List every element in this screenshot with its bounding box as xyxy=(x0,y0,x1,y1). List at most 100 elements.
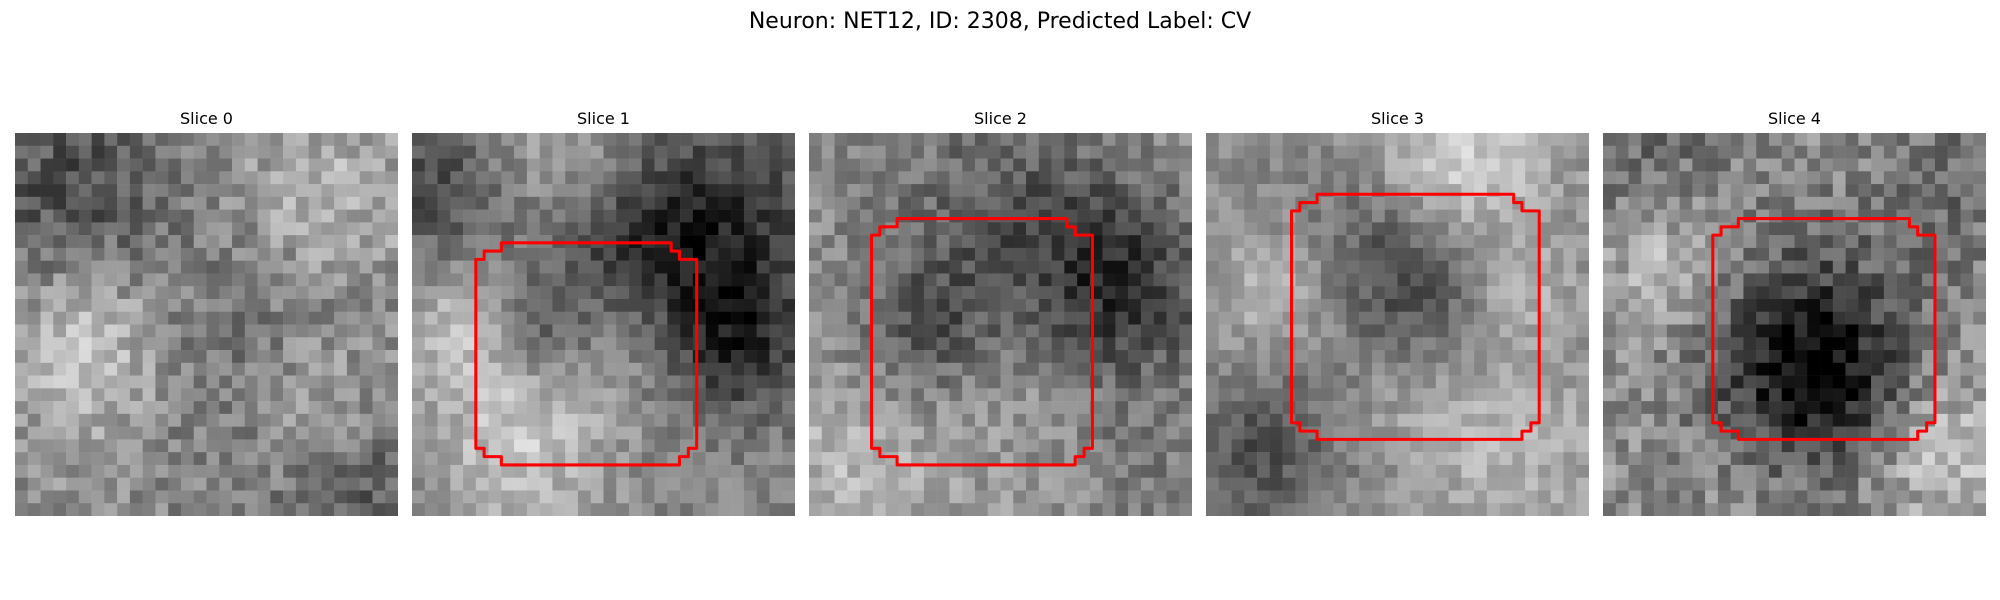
image-pixel xyxy=(1896,477,1910,491)
image-pixel xyxy=(1641,413,1655,427)
image-pixel xyxy=(1244,209,1258,223)
image-pixel xyxy=(321,375,335,389)
image-pixel xyxy=(1922,337,1936,351)
image-pixel xyxy=(1461,452,1475,466)
image-pixel xyxy=(514,464,528,478)
image-pixel xyxy=(463,171,477,185)
image-pixel xyxy=(718,286,732,300)
image-pixel xyxy=(40,477,54,491)
image-pixel xyxy=(860,209,874,223)
image-pixel xyxy=(1525,184,1539,198)
image-pixel xyxy=(1461,337,1475,351)
image-pixel xyxy=(1102,490,1116,504)
image-pixel xyxy=(1756,286,1770,300)
image-pixel xyxy=(1947,184,1961,198)
image-pixel xyxy=(1166,452,1180,466)
image-pixel xyxy=(372,426,386,440)
image-pixel xyxy=(501,337,515,351)
image-pixel xyxy=(129,324,143,338)
image-pixel xyxy=(15,145,29,159)
image-pixel xyxy=(463,439,477,453)
image-pixel xyxy=(142,273,156,287)
image-pixel xyxy=(782,503,795,516)
image-pixel xyxy=(1244,247,1258,261)
image-pixel xyxy=(1794,439,1808,453)
image-pixel xyxy=(1423,503,1437,516)
image-pixel xyxy=(629,273,643,287)
image-pixel xyxy=(911,490,925,504)
image-pixel xyxy=(847,350,861,364)
image-pixel xyxy=(872,324,886,338)
image-pixel xyxy=(270,171,284,185)
image-pixel xyxy=(1679,337,1693,351)
image-pixel xyxy=(1628,401,1642,415)
image-pixel xyxy=(692,196,706,210)
image-pixel xyxy=(1512,298,1526,312)
image-pixel xyxy=(756,464,770,478)
image-pixel xyxy=(257,247,271,261)
image-pixel xyxy=(463,145,477,159)
image-pixel xyxy=(1346,490,1360,504)
image-pixel xyxy=(66,247,80,261)
image-pixel xyxy=(1295,464,1309,478)
image-pixel xyxy=(1435,298,1449,312)
image-pixel xyxy=(1077,260,1091,274)
image-pixel xyxy=(1679,426,1693,440)
image-pixel xyxy=(1883,439,1897,453)
image-pixel xyxy=(168,401,182,415)
image-pixel xyxy=(1257,350,1271,364)
image-pixel xyxy=(565,337,579,351)
image-pixel xyxy=(1666,401,1680,415)
image-pixel xyxy=(15,350,29,364)
image-pixel xyxy=(1743,196,1757,210)
image-pixel xyxy=(731,490,745,504)
image-pixel xyxy=(641,452,655,466)
image-pixel xyxy=(1320,388,1334,402)
image-pixel xyxy=(1743,503,1757,516)
image-pixel xyxy=(142,184,156,198)
image-pixel xyxy=(809,413,823,427)
image-pixel xyxy=(667,209,681,223)
image-pixel xyxy=(577,184,591,198)
image-pixel xyxy=(680,503,694,516)
image-pixel xyxy=(1973,401,1986,415)
image-pixel xyxy=(539,362,553,376)
image-pixel xyxy=(308,324,322,338)
image-pixel xyxy=(847,222,861,236)
image-pixel xyxy=(424,171,438,185)
image-pixel xyxy=(782,490,795,504)
image-pixel xyxy=(1166,503,1180,516)
image-pixel xyxy=(1820,375,1834,389)
image-pixel xyxy=(1934,286,1948,300)
image-pixel xyxy=(1397,158,1411,172)
image-pixel xyxy=(847,426,861,440)
image-pixel xyxy=(680,477,694,491)
image-pixel xyxy=(1947,350,1961,364)
image-pixel xyxy=(1628,171,1642,185)
image-pixel xyxy=(1257,311,1271,325)
image-pixel xyxy=(1166,477,1180,491)
image-pixel xyxy=(1717,401,1731,415)
image-pixel xyxy=(705,490,719,504)
image-pixel xyxy=(1461,158,1475,172)
image-pixel xyxy=(1820,196,1834,210)
image-pixel xyxy=(911,413,925,427)
image-pixel xyxy=(872,247,886,261)
image-pixel xyxy=(1423,298,1437,312)
image-pixel xyxy=(949,413,963,427)
image-pixel xyxy=(1448,286,1462,300)
image-pixel xyxy=(1257,477,1271,491)
image-pixel xyxy=(641,222,655,236)
image-pixel xyxy=(475,222,489,236)
image-pixel xyxy=(603,184,617,198)
image-pixel xyxy=(1333,375,1347,389)
image-pixel xyxy=(1179,158,1192,172)
image-pixel xyxy=(1474,362,1488,376)
image-pixel xyxy=(257,439,271,453)
image-pixel xyxy=(872,235,886,249)
image-pixel xyxy=(372,235,386,249)
image-pixel xyxy=(1064,311,1078,325)
image-pixel xyxy=(1038,171,1052,185)
image-pixel xyxy=(104,196,118,210)
image-pixel xyxy=(1231,439,1245,453)
